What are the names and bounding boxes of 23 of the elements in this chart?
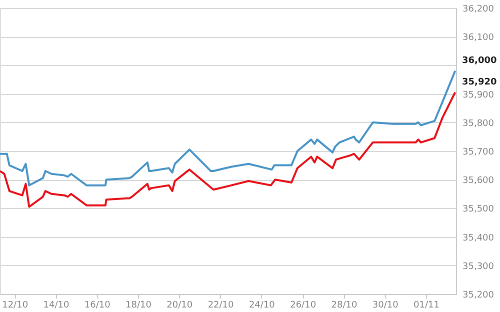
y-tick-label: 36,200 — [462, 4, 494, 14]
text: 36,000 — [462, 56, 497, 66]
y-tick-label: 35,200 — [462, 290, 494, 300]
y-tick-label: 35,900 — [462, 90, 494, 100]
y-tick-label: 36,100 — [462, 33, 494, 44]
y-tick-label: 35,500 — [462, 204, 494, 215]
x-tick-label: 01/11 — [414, 300, 440, 310]
x-tick-label: 28/10 — [331, 300, 358, 310]
y-tick-label: 35,600 — [462, 176, 494, 186]
text: 35,920 — [462, 77, 497, 88]
x-tick-label: 22/10 — [208, 300, 234, 310]
y-tick-label: 35,800 — [462, 118, 494, 129]
y-tick-label: 35,300 — [462, 262, 494, 272]
x-tick-label: 16/10 — [84, 300, 111, 310]
x-tick-label: 14/10 — [43, 300, 70, 310]
x-tick-label: 24/10 — [248, 300, 276, 310]
x-tick-label: 26/10 — [290, 300, 316, 310]
x-tick-label: 20/10 — [166, 300, 193, 310]
y-tick-label: 35,700 — [462, 148, 494, 158]
x-tick-label: 12/10 — [2, 300, 28, 310]
y-tick-label: 35,400 — [462, 233, 494, 244]
x-tick-label: 18/10 — [126, 300, 152, 310]
x-tick-label: 30/10 — [372, 300, 399, 310]
